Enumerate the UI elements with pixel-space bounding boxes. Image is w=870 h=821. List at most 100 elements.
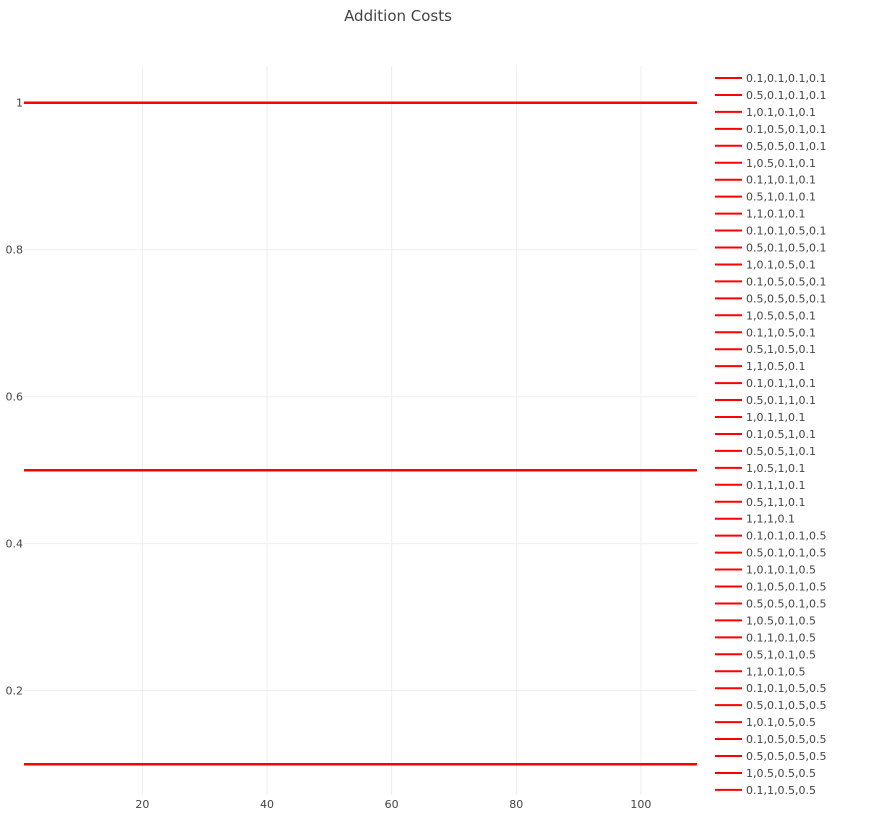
legend-item[interactable]: 0.1,1,0.1,0.5 — [715, 631, 816, 644]
x-tick-label: 60 — [385, 798, 399, 811]
legend-item[interactable]: 0.1,0.5,0.1,0.5 — [715, 581, 826, 594]
legend-item[interactable]: 0.5,0.5,0.5,0.1 — [715, 292, 826, 305]
y-tick-label: 0.6 — [6, 391, 24, 404]
x-tick-label: 100 — [630, 798, 651, 811]
legend-item[interactable]: 1,0.1,0.1,0.1 — [715, 106, 816, 119]
legend-label: 0.1,0.1,1,0.1 — [746, 377, 816, 390]
legend-item[interactable]: 0.5,0.1,0.1,0.5 — [715, 547, 826, 560]
x-axis-ticks: 20 40 60 80 100 — [135, 798, 651, 811]
legend-item[interactable]: 0.5,0.5,0.1,0.5 — [715, 597, 826, 610]
legend-item[interactable]: 1,0.1,0.1,0.5 — [715, 564, 816, 577]
legend-label: 0.5,0.5,0.1,0.1 — [746, 140, 826, 153]
legend-item[interactable]: 0.5,1,0.5,0.1 — [715, 343, 816, 356]
legend-label: 0.1,0.5,0.1,0.1 — [746, 123, 826, 136]
legend-label: 0.1,1,0.5,0.1 — [746, 326, 816, 339]
legend-item[interactable]: 1,1,0.1,0.1 — [715, 208, 805, 221]
legend-label: 0.5,0.5,0.5,0.1 — [746, 292, 826, 305]
legend-label: 0.1,0.1,0.5,0.5 — [746, 682, 826, 695]
y-tick-label: 0.8 — [6, 244, 24, 257]
legend-label: 0.1,0.5,0.1,0.5 — [746, 581, 826, 594]
legend-label: 0.5,0.1,0.5,0.5 — [746, 699, 826, 712]
legend-label: 1,0.1,0.5,0.5 — [746, 716, 816, 729]
legend-label: 0.1,0.5,0.5,0.5 — [746, 733, 826, 746]
legend-label: 0.1,1,0.1,0.1 — [746, 174, 816, 187]
legend-item[interactable]: 0.1,0.5,0.1,0.1 — [715, 123, 826, 136]
legend-item[interactable]: 0.1,0.1,1,0.1 — [715, 377, 816, 390]
legend-item[interactable]: 0.1,0.1,0.5,0.1 — [715, 225, 826, 238]
legend-item[interactable]: 1,0.1,0.5,0.5 — [715, 716, 816, 729]
y-tick-label: 0.4 — [6, 538, 24, 551]
legend-label: 1,0.5,0.5,0.5 — [746, 767, 816, 780]
x-tick-label: 20 — [135, 798, 149, 811]
x-tick-label: 80 — [509, 798, 523, 811]
legend-item[interactable]: 1,0.5,0.1,0.1 — [715, 157, 816, 170]
x-tick-label: 40 — [260, 798, 274, 811]
legend-item[interactable]: 0.5,0.5,1,0.1 — [715, 445, 816, 458]
legend-item[interactable]: 0.5,0.1,0.1,0.1 — [715, 89, 826, 102]
legend-label: 0.5,0.1,0.1,0.5 — [746, 547, 826, 560]
legend-item[interactable]: 0.1,1,0.5,0.5 — [715, 784, 816, 797]
legend-label: 0.5,0.5,0.5,0.5 — [746, 750, 826, 763]
legend-label: 1,0.5,0.1,0.1 — [746, 157, 816, 170]
legend-item[interactable]: 0.1,1,1,0.1 — [715, 479, 805, 492]
legend-label: 0.1,1,0.1,0.5 — [746, 631, 816, 644]
legend-item[interactable]: 1,0.1,0.5,0.1 — [715, 258, 816, 271]
legend-item[interactable]: 0.1,0.5,0.5,0.1 — [715, 275, 826, 288]
legend-item[interactable]: 1,0.5,0.1,0.5 — [715, 614, 816, 627]
y-tick-label: 1 — [16, 97, 23, 110]
legend-label: 0.1,1,1,0.1 — [746, 479, 805, 492]
y-axis-ticks: 0.2 0.4 0.6 0.8 1 — [6, 97, 24, 698]
legend-item[interactable]: 1,0.5,0.5,0.5 — [715, 767, 816, 780]
legend-label: 1,1,0.5,0.1 — [746, 360, 805, 373]
y-tick-label: 0.2 — [6, 685, 24, 698]
legend[interactable]: 0.1,0.1,0.1,0.1 0.5,0.1,0.1,0.1 1,0.1,0.1,… — [715, 72, 826, 797]
legend-label: 0.5,1,0.5,0.1 — [746, 343, 816, 356]
legend-label: 1,0.5,0.5,0.1 — [746, 309, 816, 322]
legend-item[interactable]: 0.1,1,0.1,0.1 — [715, 174, 816, 187]
legend-item[interactable]: 0.5,0.5,0.5,0.5 — [715, 750, 826, 763]
chart-title: Addition Costs — [344, 7, 452, 25]
legend-label: 0.5,1,1,0.1 — [746, 496, 805, 509]
legend-label: 1,0.5,0.1,0.5 — [746, 614, 816, 627]
legend-label: 0.5,0.1,0.1,0.1 — [746, 89, 826, 102]
legend-item[interactable]: 0.1,1,0.5,0.1 — [715, 326, 816, 339]
legend-label: 0.1,0.1,0.1,0.5 — [746, 530, 826, 543]
legend-label: 0.1,0.5,0.5,0.1 — [746, 275, 826, 288]
legend-item[interactable]: 0.5,1,1,0.1 — [715, 496, 805, 509]
legend-label: 0.5,1,0.1,0.1 — [746, 191, 816, 204]
legend-item[interactable]: 0.5,0.1,0.5,0.1 — [715, 242, 826, 255]
legend-item[interactable]: 0.5,0.1,1,0.1 — [715, 394, 816, 407]
legend-item[interactable]: 0.1,0.5,0.5,0.5 — [715, 733, 826, 746]
legend-item[interactable]: 1,1,0.1,0.5 — [715, 665, 805, 678]
legend-item[interactable]: 0.1,0.1,0.1,0.5 — [715, 530, 826, 543]
legend-label: 0.5,0.1,1,0.1 — [746, 394, 816, 407]
legend-label: 1,0.5,1,0.1 — [746, 462, 805, 475]
legend-label: 0.1,0.1,0.1,0.1 — [746, 72, 826, 85]
legend-label: 1,1,0.1,0.5 — [746, 665, 805, 678]
legend-label: 1,1,1,0.1 — [746, 513, 795, 526]
legend-label: 1,0.1,0.5,0.1 — [746, 258, 816, 271]
legend-item[interactable]: 0.5,1,0.1,0.5 — [715, 648, 816, 661]
legend-item[interactable]: 1,0.5,0.5,0.1 — [715, 309, 816, 322]
legend-item[interactable]: 0.5,1,0.1,0.1 — [715, 191, 816, 204]
legend-item[interactable]: 1,0.5,1,0.1 — [715, 462, 805, 475]
legend-label: 1,0.1,0.1,0.1 — [746, 106, 816, 119]
legend-item[interactable]: 1,0.1,1,0.1 — [715, 411, 805, 424]
legend-label: 0.5,0.5,1,0.1 — [746, 445, 816, 458]
legend-item[interactable]: 1,1,1,0.1 — [715, 513, 795, 526]
legend-label: 0.1,1,0.5,0.5 — [746, 784, 816, 797]
series-lines — [24, 101, 697, 766]
legend-item[interactable]: 0.5,0.1,0.5,0.5 — [715, 699, 826, 712]
legend-item[interactable]: 0.1,0.1,0.5,0.5 — [715, 682, 826, 695]
legend-item[interactable]: 0.5,0.5,0.1,0.1 — [715, 140, 826, 153]
legend-label: 0.5,1,0.1,0.5 — [746, 648, 816, 661]
legend-label: 1,1,0.1,0.1 — [746, 208, 805, 221]
legend-label: 1,0.1,1,0.1 — [746, 411, 805, 424]
legend-item[interactable]: 0.1,0.5,1,0.1 — [715, 428, 816, 441]
legend-item[interactable]: 0.1,0.1,0.1,0.1 — [715, 72, 826, 85]
legend-label: 0.1,0.1,0.5,0.1 — [746, 225, 826, 238]
legend-item[interactable]: 1,1,0.5,0.1 — [715, 360, 805, 373]
legend-label: 0.5,0.1,0.5,0.1 — [746, 242, 826, 255]
legend-label: 0.5,0.5,0.1,0.5 — [746, 597, 826, 610]
